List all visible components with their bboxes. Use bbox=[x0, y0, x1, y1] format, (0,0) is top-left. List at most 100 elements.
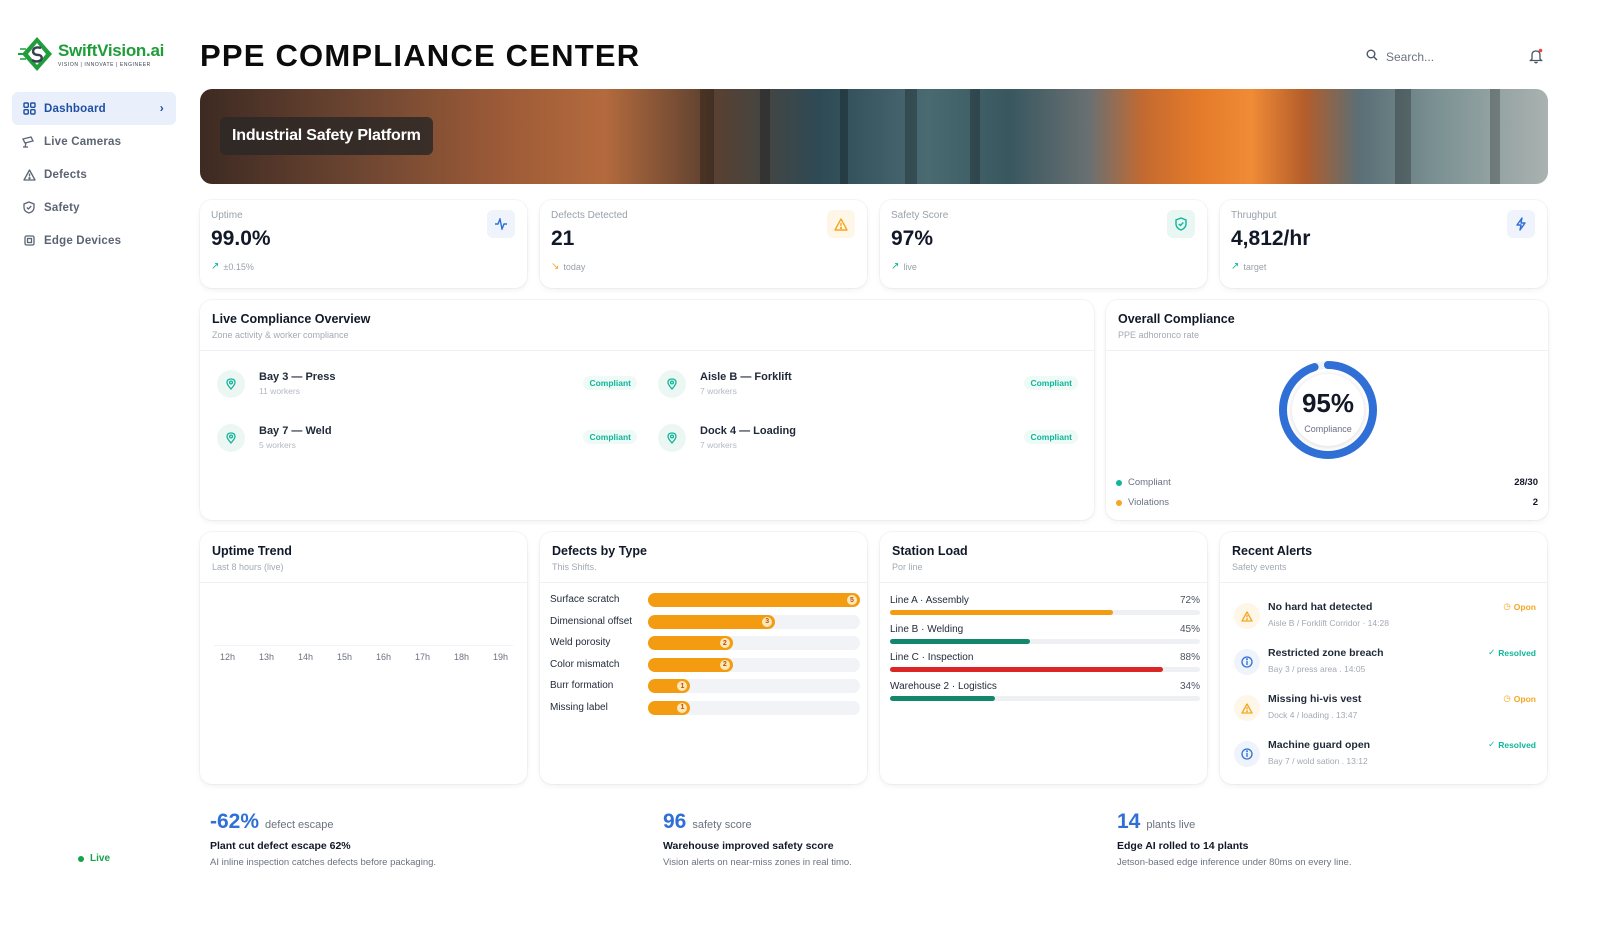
station-load-row[interactable]: Line B · Welding 45% bbox=[890, 624, 1200, 646]
sidebar-item-safety[interactable]: Safety bbox=[12, 191, 176, 224]
station-percent: 45% bbox=[1179, 623, 1200, 635]
bar-track: 5 bbox=[648, 593, 860, 607]
bar-track bbox=[890, 638, 1200, 644]
kpi-sub: today bbox=[563, 261, 586, 272]
shield-check-icon bbox=[1167, 210, 1195, 238]
kpi-card-defects[interactable]: Defects Detected 21 ↘ today bbox=[540, 200, 867, 288]
alert-detail: Dock 4 / loading . 13:47 bbox=[1268, 710, 1358, 720]
defect-bar-row[interactable]: Weld porosity 2 bbox=[550, 636, 860, 650]
zone-item[interactable]: Bay 3 — Press 11 workers Compliant bbox=[217, 367, 637, 403]
zone-name: Bay 7 — Weld bbox=[259, 425, 332, 437]
alert-detail: Aisle B / Forklift Corridor · 14:28 bbox=[1268, 618, 1389, 628]
card-title: Overall Compliance bbox=[1118, 312, 1235, 326]
station-label: Warehouse 2 · Logistics bbox=[890, 680, 997, 692]
station-load-row[interactable]: Line A · Assembly 72% bbox=[890, 595, 1200, 617]
kpi-sub: live bbox=[903, 261, 917, 272]
station-label: Line A · Assembly bbox=[890, 595, 969, 606]
sidebar-item-label: Dashboard bbox=[44, 102, 106, 115]
zone-workers: 7 workers bbox=[700, 440, 737, 450]
station-label: Line B · Welding bbox=[890, 623, 964, 635]
stat-unit: plants live bbox=[1146, 819, 1196, 831]
warning-icon bbox=[22, 168, 36, 182]
info-icon bbox=[1234, 741, 1260, 767]
sidebar-item-live-cameras[interactable]: Live Cameras bbox=[12, 125, 176, 158]
station-load-row[interactable]: Warehouse 2 · Logistics 34% bbox=[890, 681, 1200, 703]
tick-label: 15h bbox=[337, 652, 353, 662]
sidebar-item-defects[interactable]: Defects bbox=[12, 158, 176, 191]
warning-icon bbox=[1234, 603, 1260, 629]
bar-fill bbox=[890, 667, 1163, 672]
legend-compliant: Compliant 28/30 bbox=[1116, 477, 1538, 488]
compliance-overview-card: Live Compliance Overview Zone activity &… bbox=[200, 300, 1094, 520]
chip-icon bbox=[22, 234, 36, 248]
zone-item[interactable]: Dock 4 — Loading 7 workers Compliant bbox=[658, 421, 1078, 457]
alert-item[interactable]: Restricted zone breach Bay 3 / press area… bbox=[1234, 645, 1536, 685]
defect-bar-row[interactable]: Missing label 1 bbox=[550, 700, 860, 715]
zone-workers: 7 workers bbox=[700, 386, 737, 396]
station-load-row[interactable]: Line C · Inspection 88% bbox=[890, 652, 1200, 674]
tick-label: 17h bbox=[415, 652, 431, 662]
station-percent: 88% bbox=[1179, 652, 1200, 663]
bar-track: 3 bbox=[648, 614, 860, 629]
warning-icon bbox=[1234, 695, 1260, 721]
defect-bar-row[interactable]: Burr formation 1 bbox=[550, 679, 860, 693]
kpi-card-uptime[interactable]: Uptime 99.0% ↗ ±0.15% bbox=[200, 200, 527, 288]
bar-fill: 1 bbox=[648, 700, 691, 715]
sidebar-item-edge-devices[interactable]: Edge Devices bbox=[12, 224, 176, 257]
check-circle-icon: ✓ bbox=[1488, 647, 1496, 657]
legend-label: Violations bbox=[1128, 497, 1170, 508]
zone-name: Dock 4 — Loading bbox=[700, 425, 796, 437]
legend-dot-icon bbox=[1116, 479, 1122, 486]
alert-detail: Bay 7 / wold sation . 13:12 bbox=[1268, 756, 1368, 766]
map-pin-icon bbox=[217, 424, 245, 452]
alert-item[interactable]: Machine guard open Bay 7 / wold sation . … bbox=[1234, 737, 1536, 777]
stat-description: Vision alerts on near-miss zones in real… bbox=[663, 857, 852, 868]
defect-bar-row[interactable]: Color mismatch 2 bbox=[550, 657, 860, 672]
kpi-card-safety[interactable]: Safety Score 97% ↗ live bbox=[880, 200, 1207, 288]
sidebar-item-dashboard[interactable]: Dashboard › bbox=[12, 92, 176, 125]
logo-mark-icon bbox=[18, 35, 56, 73]
zone-name: Bay 3 — Press bbox=[259, 371, 336, 383]
stat-unit: defect escape bbox=[265, 819, 334, 831]
bar-track bbox=[890, 610, 1200, 615]
kpi-value: 21 bbox=[551, 227, 575, 250]
kpi-card-throughput[interactable]: Thrughput 4,812/hr ↗ target bbox=[1220, 200, 1547, 288]
tick-label: 19h bbox=[493, 652, 509, 662]
status-badge: Compliant bbox=[583, 430, 637, 444]
sidebar-item-label: Live Cameras bbox=[44, 135, 122, 148]
alert-item[interactable]: Missing hi-vis vest Dock 4 / loading . 13… bbox=[1234, 691, 1536, 731]
search-input[interactable]: Search... bbox=[1386, 49, 1435, 64]
page-title: PPE COMPLIANCE CENTER bbox=[200, 38, 641, 73]
card-subtitle: This Shifts. bbox=[552, 562, 597, 572]
bar-track: 1 bbox=[648, 700, 860, 715]
kpi-value: 97% bbox=[891, 227, 934, 250]
brand-logo[interactable]: SwiftVision.ai VISION | INNOVATE | ENGIN… bbox=[18, 34, 173, 74]
bar-value: 1 bbox=[677, 702, 688, 713]
tick-label: 13h bbox=[259, 652, 275, 662]
status-label: Opon bbox=[1513, 601, 1536, 612]
status-badge: Compliant bbox=[1024, 430, 1078, 444]
sidebar-item-label: Safety bbox=[44, 201, 80, 214]
card-subtitle: PPE adhoronco rate bbox=[1118, 330, 1200, 340]
alert-title: Missing hi-vis vest bbox=[1268, 693, 1362, 705]
bar-label: Color mismatch bbox=[550, 658, 620, 670]
trend-up-icon: ↗ bbox=[1231, 261, 1240, 272]
defect-bar-row[interactable]: Surface scratch 5 bbox=[550, 593, 860, 607]
card-subtitle: Safety events bbox=[1232, 562, 1287, 572]
card-title: Defects by Type bbox=[552, 544, 647, 558]
status-badge: Compliant bbox=[1024, 376, 1078, 390]
zone-item[interactable]: Aisle B — Forklift 7 workers Compliant bbox=[658, 367, 1078, 403]
brand-name: SwiftVision.ai bbox=[58, 40, 165, 60]
stat-headline: Warehouse improved safety score bbox=[663, 840, 834, 852]
bar-fill: 1 bbox=[648, 679, 691, 693]
alert-status-badge: ✓ Resolved bbox=[1488, 647, 1536, 658]
zone-workers: 5 workers bbox=[259, 440, 296, 450]
zone-item[interactable]: Bay 7 — Weld 5 workers Compliant bbox=[217, 421, 637, 457]
card-title: Recent Alerts bbox=[1232, 544, 1313, 558]
overall-compliance-card: Overall Compliance PPE adhoronco rate 95… bbox=[1106, 300, 1548, 520]
alert-triangle-icon bbox=[827, 210, 855, 238]
bell-icon[interactable] bbox=[1528, 48, 1544, 69]
defect-bar-row[interactable]: Dimensional offset 3 bbox=[550, 614, 860, 629]
alert-item[interactable]: No hard hat detected Aisle B / Forklift C… bbox=[1234, 599, 1536, 639]
search-box[interactable]: Search... bbox=[1366, 49, 1496, 64]
